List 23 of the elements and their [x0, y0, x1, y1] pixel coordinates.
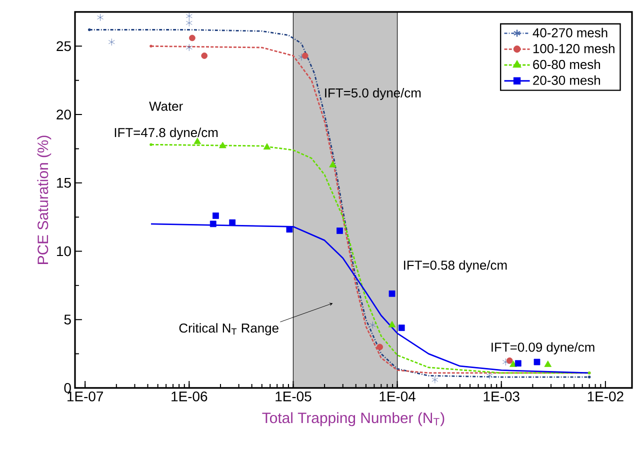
x-tick-label: 1E-06 — [172, 391, 208, 402]
y-tick-label: 0 — [64, 383, 71, 393]
annotation: Water — [149, 102, 183, 111]
y-tick-label: 10 — [57, 246, 71, 256]
x-tick-label: 1E-02 — [588, 391, 624, 402]
annotation: IFT=0.58 dyne/cm — [404, 260, 507, 272]
legend-label: 60-80 mesh — [533, 60, 600, 70]
y-tick-label: 20 — [56, 110, 71, 120]
y-tick-label: 5 — [64, 314, 71, 324]
x-tick-label: 1E-05 — [276, 391, 312, 402]
x-axis-title: Total Trapping Number (N$_{T}$) — [262, 412, 444, 426]
x-tick-label: 1E-07 — [68, 391, 103, 402]
legend-label: 100-120 mesh — [533, 44, 614, 54]
annotation: IFT=47.8 dyne/cm — [114, 128, 218, 140]
y-tick-label: 15 — [57, 178, 71, 188]
annotation: IFT=0.09 dyne/cm — [492, 342, 594, 354]
y-axis-title: PCE Saturation (%) — [37, 136, 52, 264]
band-label: Critical N$_{T}$ Range — [179, 323, 278, 336]
x-tick-label: 1E-03 — [484, 391, 520, 402]
legend-label: 20-30 mesh — [533, 75, 600, 85]
y-tick-label: 25 — [56, 41, 71, 52]
legend-label: 40-270 mesh — [532, 28, 608, 38]
x-tick-label: 1E-04 — [380, 391, 416, 402]
